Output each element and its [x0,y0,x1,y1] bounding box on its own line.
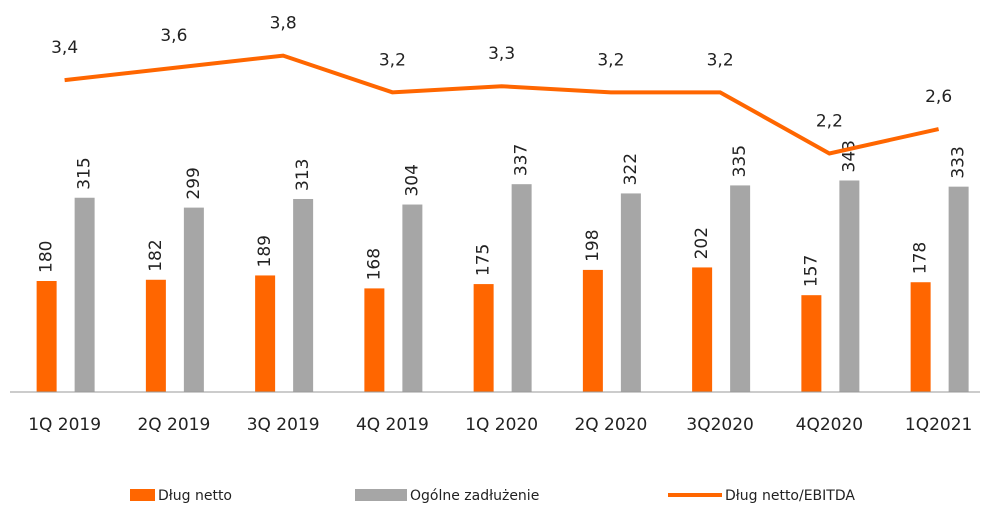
bar [74,197,95,392]
bar [801,295,822,392]
bar-value-label: 337 [512,144,532,176]
line-value-label: 3,2 [707,50,734,70]
bar-value-label: 189 [255,235,275,267]
line-value-label: 2,2 [816,111,843,131]
bar-value-label: 313 [293,159,313,191]
x-tick-label: 4Q2020 [796,415,863,435]
bar [183,207,204,392]
x-tick-label: 2Q 2019 [137,415,210,435]
bar [692,267,713,392]
line-value-label: 3,6 [160,26,187,46]
bar [511,184,532,392]
line-value-label: 3,2 [597,50,624,70]
bar [948,186,969,392]
bar-value-label: 343 [839,140,859,172]
x-tick-label: 4Q 2019 [356,415,429,435]
bar-value-label: 304 [402,164,422,196]
bar [293,198,314,392]
bar [839,180,860,392]
bar-value-label: 168 [364,248,384,280]
bar [145,279,166,392]
bar-value-label: 182 [146,239,166,271]
bar [402,204,423,392]
bar-value-label: 299 [184,167,204,199]
bar [730,185,751,392]
line-value-label: 3,2 [379,50,406,70]
bar [582,269,603,392]
line-value-label: 3,3 [488,44,515,64]
bar-value-label: 322 [621,153,641,185]
bar-value-label: 157 [801,255,821,287]
bar [36,281,57,392]
bar-value-label: 175 [474,244,494,276]
line-value-label: 3,8 [270,14,297,34]
x-tick-label: 3Q2020 [686,415,753,435]
bar [364,288,385,392]
bar [910,282,931,392]
x-tick-label: 1Q2021 [905,415,972,435]
bar [620,193,641,392]
x-tick-label: 2Q 2020 [574,415,647,435]
bar-value-label: 202 [692,227,712,259]
legend-label: Dług netto [158,488,232,504]
bar-value-label: 198 [583,229,603,261]
line [64,53,940,156]
legend-label: Dług netto/EBITDA [725,488,855,504]
x-tick-label: 3Q 2019 [247,415,320,435]
legend-label: Ogólne zadłużenie [410,488,539,504]
line-value-label: 2,6 [925,87,952,107]
bar-value-label: 315 [75,157,95,189]
bar-value-label: 333 [949,146,969,178]
bar-value-label: 180 [37,241,57,273]
legend-swatch [355,489,407,501]
x-tick-label: 1Q 2019 [28,415,101,435]
bar-value-label: 178 [911,242,931,274]
line-value-label: 3,4 [51,38,78,58]
bar-value-label: 335 [730,145,750,177]
bar [255,275,276,392]
legend-swatch [130,489,155,501]
bar [473,284,494,392]
x-tick-label: 1Q 2020 [465,415,538,435]
